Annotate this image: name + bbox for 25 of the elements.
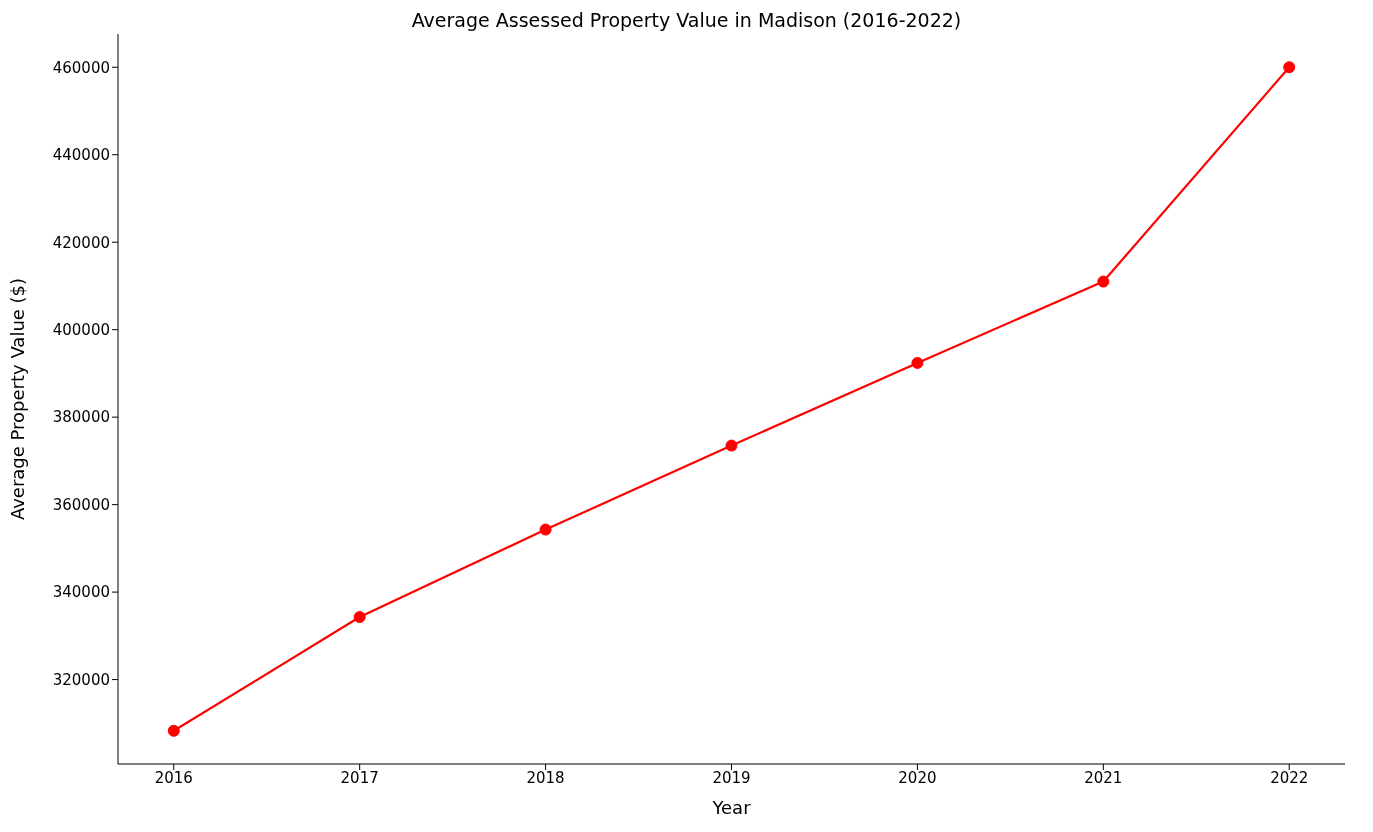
x-tick-label: 2020 — [898, 768, 937, 787]
x-tick-label: 2019 — [712, 768, 751, 787]
y-tick-label: 440000 — [52, 146, 110, 165]
y-tick-label: 380000 — [52, 408, 110, 427]
x-tick-label: 2017 — [340, 768, 379, 787]
x-tick-label: 2021 — [1084, 768, 1123, 787]
x-tick-label: 2018 — [526, 768, 565, 787]
point — [167, 724, 180, 737]
y-tick-label: 420000 — [52, 233, 110, 252]
y-axis-title: Average Property Value ($) — [7, 277, 29, 521]
x-tick-label: 2016 — [154, 768, 193, 787]
y-tick-label: 320000 — [52, 670, 110, 689]
point — [911, 356, 924, 369]
chart-title: Average Assessed Property Value in Madison (2016-2022) — [410, 8, 963, 32]
y-tick-label: 340000 — [52, 583, 110, 602]
y-tick-label: 360000 — [52, 495, 110, 514]
y-tick-label: 400000 — [52, 321, 110, 339]
point — [1097, 275, 1110, 288]
point — [1283, 61, 1296, 74]
x-tick-label: 2022 — [1270, 768, 1309, 787]
point — [539, 523, 552, 536]
x-axis-title: Year — [711, 797, 752, 818]
point — [725, 439, 738, 452]
y-tick-label: 460000 — [52, 58, 110, 77]
point — [353, 611, 366, 624]
